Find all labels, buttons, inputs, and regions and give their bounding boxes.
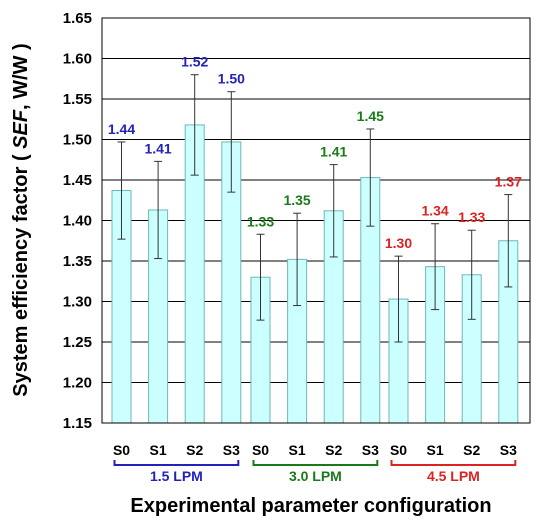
group-bracket [252, 460, 379, 466]
y-tick-label: 1.25 [63, 334, 92, 351]
group-label: 4.5 LPM [427, 468, 480, 484]
category-label: S0 [252, 442, 269, 458]
y-tick-label: 1.65 [63, 10, 92, 27]
plot-frame [101, 17, 531, 424]
group-label: 3.0 LPM [289, 468, 342, 484]
x-axis-title: Experimental parameter configuration [130, 495, 491, 517]
data-label: 1.37 [495, 174, 522, 190]
data-label: 1.44 [108, 121, 135, 137]
y-tick-label: 1.40 [63, 213, 92, 230]
category-labels: S0 S1 S2 S3 S0 S1 S2 S3 S0 S1 S2 S3 [113, 442, 517, 458]
data-label: 1.52 [181, 54, 208, 70]
y-axis-title-suffix: , W/W ) [10, 43, 32, 110]
category-label: S0 [113, 442, 130, 458]
category-label: S1 [289, 442, 306, 458]
category-label: S3 [223, 442, 240, 458]
category-label: S0 [390, 442, 407, 458]
category-label: S2 [463, 442, 480, 458]
y-tick-label: 1.15 [63, 415, 92, 432]
data-label: 1.33 [247, 213, 274, 229]
category-label: S3 [362, 442, 379, 458]
category-label: S1 [427, 442, 444, 458]
data-labels: 1.44 1.41 1.52 1.50 1.33 1.35 1.41 1.45 1.30 1.34… [108, 54, 522, 251]
group-bracket [113, 460, 240, 466]
category-label: S2 [325, 442, 342, 458]
y-tick-label: 1.30 [63, 294, 92, 311]
category-label: S3 [500, 442, 517, 458]
y-axis-title-prefix: System efficiency factor ( [10, 149, 32, 397]
data-label: 1.33 [458, 209, 485, 225]
y-tick-label: 1.55 [63, 91, 92, 108]
data-label: 1.30 [385, 235, 412, 251]
grid-lines [102, 58, 530, 383]
data-label: 1.50 [218, 71, 245, 87]
category-label: S2 [186, 442, 203, 458]
y-axis-title-italic: SEF [10, 109, 32, 149]
y-tick-label: 1.35 [63, 253, 92, 270]
y-tick-label: 1.60 [63, 51, 92, 68]
y-tick-label: 1.50 [63, 132, 92, 149]
data-label: 1.45 [357, 108, 384, 124]
category-label: S1 [150, 442, 167, 458]
y-axis-title: System efficiency factor ( SEF, W/W ) [10, 43, 32, 396]
data-label: 1.35 [283, 192, 310, 208]
y-tick-label: 1.45 [63, 172, 92, 189]
data-label: 1.34 [421, 203, 448, 219]
error-bars [117, 74, 513, 343]
y-tick-labels: 1.15 1.20 1.25 1.30 1.35 1.40 1.45 1.50 1.55 1.60… [63, 10, 92, 432]
data-label: 1.41 [144, 140, 171, 156]
group-bracket [390, 460, 517, 466]
y-tick-label: 1.20 [63, 375, 92, 392]
data-label: 1.41 [320, 144, 347, 160]
group-label: 1.5 LPM [150, 468, 203, 484]
bars [111, 124, 519, 424]
group-brackets: 1.5 LPM 3.0 LPM 4.5 LPM [113, 460, 517, 484]
